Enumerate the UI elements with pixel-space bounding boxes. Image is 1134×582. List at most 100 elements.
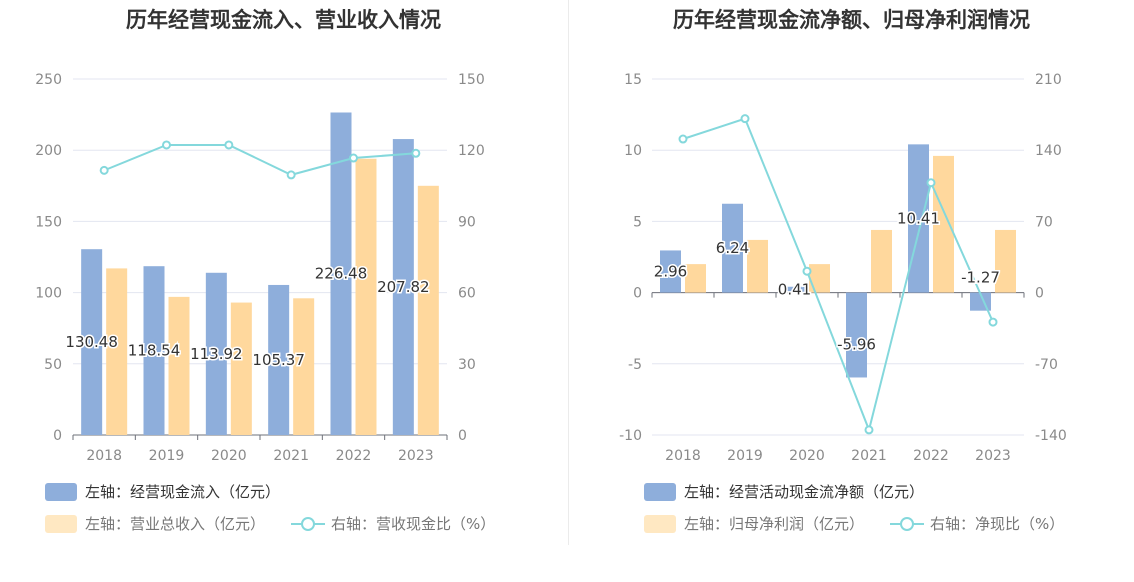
y-tick-label-right: 60 (458, 286, 476, 302)
legend-label: 左轴：营业总收入（亿元） (85, 515, 266, 533)
y-tick-label-right: 0 (458, 428, 467, 444)
legend-line-marker-icon (890, 516, 924, 531)
chart-panel-net-cashflow: 历年经营现金流净额、归母净利润情况 -10 -5 0 5 10 15 -140 -70 0 70 1… (569, 0, 1134, 582)
data-label: 207.82 (377, 278, 430, 296)
y-tick-label-left: -10 (619, 428, 642, 444)
bar-secondary (995, 229, 1016, 293)
y-tick-label-right: 90 (458, 214, 476, 230)
legend-line-marker-icon (291, 516, 325, 531)
legend-label: 左轴：归母净利润（亿元） (684, 515, 865, 533)
bar-primary (330, 112, 352, 435)
line-point (349, 153, 358, 163)
line-series (682, 117, 994, 434)
y-tick-label-right: 210 (1035, 72, 1062, 88)
panel-divider (568, 0, 569, 545)
bar-secondary (933, 155, 954, 293)
line-point (99, 165, 109, 175)
x-tick-label: 2020 (211, 448, 247, 464)
y-tick-label-left: -5 (628, 357, 642, 373)
line-point (740, 114, 750, 124)
bar-primary (784, 286, 805, 293)
line-point (926, 178, 936, 188)
bar-primary (660, 250, 681, 293)
bar-primary (81, 249, 103, 435)
legend-item-net-cash-ratio[interactable]: 右轴：净现比（%） (890, 513, 1064, 534)
chart-panel-cashflow-inflow: 历年经营现金流入、营业收入情况 0 50 100 150 200 250 0 30 60 90 12… (35, 8, 495, 534)
legend-label: 右轴：营收现金比（%） (331, 515, 496, 533)
y-tick-label-left: 0 (53, 428, 62, 444)
line-point (864, 425, 874, 435)
bar-secondary (747, 239, 768, 293)
chart-title: 历年经营现金流入、营业收入情况 (126, 8, 441, 32)
legend-item-net-cashflow[interactable]: 左轴：经营活动现金流净额（亿元） (644, 481, 924, 502)
y-tick-label-right: 120 (458, 143, 485, 159)
legend-swatch-blue (644, 482, 676, 501)
bar-primary (143, 266, 165, 435)
chart-title: 历年经营现金流净额、归母净利润情况 (673, 8, 1030, 32)
data-label: 113.92 (190, 345, 243, 363)
data-label: -1.27 (961, 269, 1000, 287)
legend-item-revenue-cash-ratio[interactable]: 右轴：营收现金比（%） (291, 513, 495, 534)
legend-swatch-orange (45, 514, 77, 533)
line-point (678, 134, 688, 144)
y-tick-label-left: 0 (633, 286, 642, 302)
data-label: 118.54 (128, 342, 181, 360)
bar-secondary (168, 296, 190, 435)
line-point (988, 317, 998, 327)
y-tick-label-right: -140 (1035, 428, 1067, 444)
x-tick-label: 2023 (975, 448, 1011, 464)
data-label: 130.48 (65, 333, 118, 351)
data-label: 2.96 (654, 263, 687, 281)
legend-item-revenue[interactable]: 左轴：营业总收入（亿元） (45, 513, 265, 534)
data-label: 226.48 (315, 265, 368, 283)
line-point (162, 140, 171, 150)
bar-secondary (685, 264, 706, 293)
bar-secondary (355, 158, 377, 435)
bar-secondary (871, 229, 892, 293)
bar-primary (392, 139, 414, 435)
bar-primary (268, 284, 290, 435)
bar-primary (205, 272, 227, 435)
bar-secondary (417, 185, 439, 435)
legend-label: 左轴：经营活动现金流净额（亿元） (684, 483, 925, 501)
bar-primary (846, 292, 867, 378)
x-tick-label: 2020 (789, 448, 825, 464)
x-tick-label: 2018 (86, 448, 122, 464)
bar-secondary (106, 268, 128, 435)
chart-plot-cashflow-inflow: 0 50 100 150 200 250 0 30 60 90 120 150 2018 2019 2020… (35, 72, 485, 464)
y-tick-label-left: 250 (35, 72, 62, 88)
line-series (103, 143, 416, 176)
line-point (286, 170, 296, 180)
x-tick-label: 2021 (273, 448, 309, 464)
line-point (802, 266, 812, 276)
y-tick-label-left: 10 (624, 143, 642, 159)
data-label: 0.41 (778, 281, 811, 299)
x-tick-label: 2018 (665, 448, 701, 464)
data-label: 10.41 (897, 209, 940, 227)
x-tick-label: 2022 (913, 448, 949, 464)
chart-plot-net-cashflow: -10 -5 0 5 10 15 -140 -70 0 70 140 210 2018 2019 2020 2… (619, 72, 1067, 464)
bar-primary (722, 203, 743, 293)
x-tick-label: 2019 (149, 448, 185, 464)
line-point (411, 148, 421, 158)
legend-swatch-blue (45, 482, 77, 501)
line-point (224, 140, 234, 150)
y-tick-label-right: 30 (458, 357, 476, 373)
bar-secondary (809, 264, 830, 293)
y-tick-label-left: 150 (35, 214, 62, 230)
x-tick-label: 2022 (336, 448, 372, 464)
y-tick-label-right: -70 (1035, 357, 1058, 373)
y-tick-label-right: 0 (1035, 286, 1044, 302)
y-tick-label-left: 50 (44, 357, 62, 373)
legend-item-cash-inflow[interactable]: 左轴：经营现金流入（亿元） (45, 481, 280, 502)
legend-swatch-orange (644, 514, 676, 533)
bar-secondary (230, 302, 252, 435)
x-tick-label: 2021 (851, 448, 887, 464)
data-label: 105.37 (252, 351, 305, 369)
y-tick-label-right: 70 (1035, 214, 1053, 230)
legend-item-net-profit[interactable]: 左轴：归母净利润（亿元） (644, 513, 864, 534)
y-tick-label-right: 140 (1035, 143, 1062, 159)
y-tick-label-left: 200 (35, 143, 62, 159)
legend-label: 左轴：经营现金流入（亿元） (85, 483, 281, 501)
legend-label: 右轴：净现比（%） (930, 515, 1065, 533)
